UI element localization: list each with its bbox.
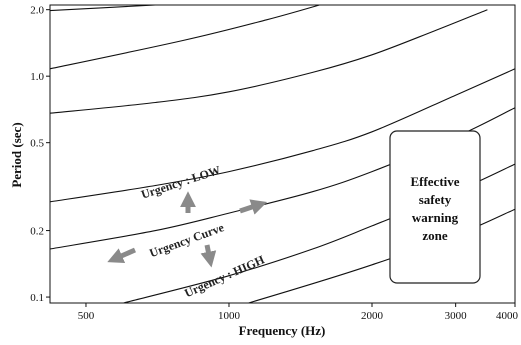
arrow-left-icon (107, 247, 137, 264)
zone-box (389, 130, 481, 284)
x-tick-label: 500 (78, 310, 95, 322)
arrow-upright-icon (239, 199, 268, 215)
annotation-urgency-high: Urgency : HIGH (182, 252, 267, 300)
y-tick-label: 0.2 (30, 226, 44, 238)
x-axis-title: Frequency (Hz) (239, 323, 326, 338)
x-tick-label: 2000 (361, 310, 384, 322)
zone-line-4: zone (422, 228, 448, 243)
arrow-down-icon (200, 244, 217, 268)
x-tick-label: 1000 (218, 310, 241, 322)
zone-line-1: Effective (410, 174, 459, 189)
zone-line-3: warning (412, 210, 459, 225)
y-tick-label: 0.1 (30, 292, 44, 304)
curves (49, 4, 516, 304)
y-tick-label: 1.0 (30, 71, 44, 83)
zone-line-2: safety (419, 192, 452, 207)
urgency-curve-2 (49, 4, 320, 70)
urgency-curve-4 (49, 68, 516, 203)
y-tick-label: 2.0 (30, 5, 44, 17)
urgency-curve-1 (49, 4, 156, 12)
y-axis-title: Period (sec) (9, 122, 24, 187)
y-tick-labels: 0.1 0.2 0.5 1.0 2.0 (30, 5, 50, 304)
urgency-arrows (107, 191, 268, 268)
annotation-urgency-low: Urgency : LOW (139, 163, 222, 202)
plot-frame (49, 4, 516, 304)
y-tick-label: 0.5 (30, 138, 44, 150)
annotation-urgency-curve: Urgency Curve (147, 220, 226, 260)
safety-warning-zone: Effective safety warning zone (389, 130, 481, 284)
x-tick-label: 4000 (496, 310, 519, 322)
x-tick-label: 3000 (445, 310, 468, 322)
x-tick-labels: 500 1000 2000 3000 4000 (78, 303, 519, 322)
urgency-curve-3 (49, 9, 488, 114)
